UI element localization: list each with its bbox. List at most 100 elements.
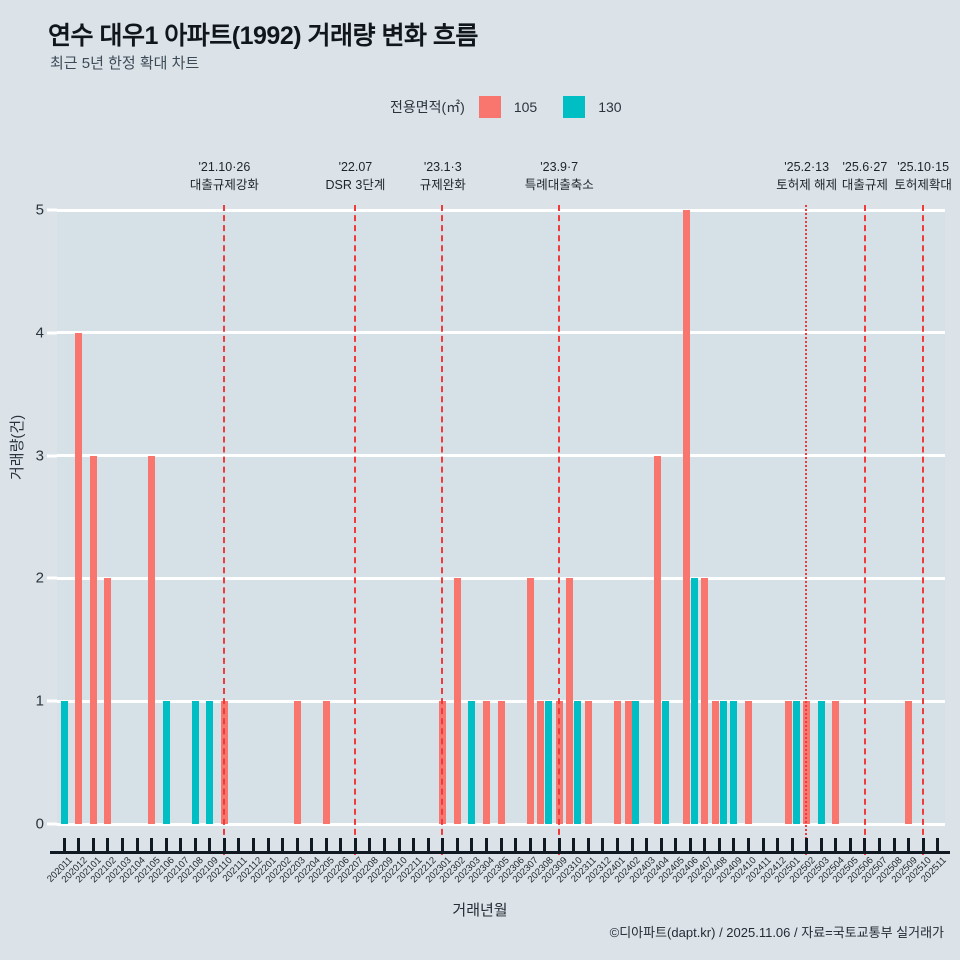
gridline xyxy=(57,576,945,580)
event-name: 토허제 해제 xyxy=(776,178,838,193)
x-tick-mark xyxy=(601,838,605,852)
x-tick-mark xyxy=(848,838,852,852)
event-line xyxy=(354,205,357,855)
x-tick-mark xyxy=(426,838,430,852)
event-name: 토허제확대 xyxy=(894,178,952,193)
legend-label-130: 130 xyxy=(598,99,622,115)
gridline xyxy=(57,454,945,458)
x-tick-mark xyxy=(630,838,634,852)
x-tick-mark xyxy=(645,838,649,852)
event-date: '23.9·7 xyxy=(540,160,579,174)
bar-105[interactable] xyxy=(653,455,661,824)
y-tick-label: 2 xyxy=(35,569,44,587)
x-tick-mark xyxy=(164,838,168,852)
x-tick-mark xyxy=(586,838,590,852)
bar-105[interactable] xyxy=(832,701,840,824)
bar-130[interactable] xyxy=(690,578,698,824)
x-tick-mark xyxy=(805,838,809,852)
gridline xyxy=(57,331,945,335)
x-tick-mark xyxy=(397,838,401,852)
y-tick-mark xyxy=(47,208,57,212)
bar-105[interactable] xyxy=(682,210,690,824)
legend-swatch-105[interactable] xyxy=(478,96,501,118)
y-tick-mark xyxy=(47,331,57,335)
page-subtitle: 최근 5년 한정 확대 차트 xyxy=(50,55,200,72)
event-name: 대출규제강화 xyxy=(189,178,259,193)
bar-105[interactable] xyxy=(497,701,505,824)
event-line xyxy=(441,205,444,855)
x-tick-mark xyxy=(834,838,838,852)
bar-105[interactable] xyxy=(453,578,461,824)
y-tick-label: 0 xyxy=(35,815,44,833)
chart-legend: 전용면적(㎡) 105 130 xyxy=(390,96,648,118)
bar-130[interactable] xyxy=(661,701,669,824)
bar-105[interactable] xyxy=(711,701,719,824)
bar-105[interactable] xyxy=(293,701,301,824)
bar-130[interactable] xyxy=(730,701,738,824)
x-tick-mark xyxy=(339,838,343,852)
x-tick-mark xyxy=(776,838,780,852)
bar-105[interactable] xyxy=(701,578,709,824)
x-tick-mark xyxy=(179,838,183,852)
event-date: '23.1·3 xyxy=(423,160,462,174)
bar-105[interactable] xyxy=(526,578,534,824)
x-tick-mark xyxy=(455,838,459,852)
bar-130[interactable] xyxy=(60,701,68,824)
bar-105[interactable] xyxy=(566,578,574,824)
event-name: DSR 3단계 xyxy=(325,178,386,193)
bar-105[interactable] xyxy=(744,701,752,824)
event-annotation: '21.10·26 대출규제강화 xyxy=(164,158,284,194)
x-tick-mark xyxy=(688,838,692,852)
x-tick-mark xyxy=(907,838,911,852)
bar-105[interactable] xyxy=(784,701,792,824)
y-tick-mark xyxy=(47,576,57,580)
plot-area xyxy=(57,208,945,826)
bar-105[interactable] xyxy=(584,701,592,824)
x-axis-line xyxy=(50,851,950,854)
bar-105[interactable] xyxy=(322,701,330,824)
bar-130[interactable] xyxy=(545,701,553,824)
bar-105[interactable] xyxy=(537,701,545,824)
bar-130[interactable] xyxy=(191,701,199,824)
event-name: 규제완화 xyxy=(419,178,466,193)
bar-130[interactable] xyxy=(162,701,170,824)
event-line xyxy=(223,205,226,855)
event-annotation: '23.1·3 규제완화 xyxy=(383,158,503,194)
x-tick-mark xyxy=(659,838,663,852)
bar-130[interactable] xyxy=(632,701,640,824)
bar-105[interactable] xyxy=(905,701,913,824)
x-tick-mark xyxy=(877,838,881,852)
bar-130[interactable] xyxy=(719,701,727,824)
legend-swatch-130[interactable] xyxy=(563,96,586,118)
bar-105[interactable] xyxy=(148,455,156,824)
bar-105[interactable] xyxy=(482,701,490,824)
bar-105[interactable] xyxy=(104,578,112,824)
event-date: '22.07 xyxy=(338,160,373,174)
event-date: '25.6·27 xyxy=(842,160,888,174)
bar-105[interactable] xyxy=(75,332,83,824)
y-axis-label: 거래량(건) xyxy=(9,414,26,480)
bar-130[interactable] xyxy=(468,701,476,824)
gridline xyxy=(57,699,945,703)
x-tick-mark xyxy=(921,838,925,852)
event-name: 특례대출축소 xyxy=(524,178,594,193)
x-tick-mark xyxy=(324,838,328,852)
bar-105[interactable] xyxy=(624,701,632,824)
bar-105[interactable] xyxy=(613,701,621,824)
bar-130[interactable] xyxy=(574,701,582,824)
bar-130[interactable] xyxy=(206,701,214,824)
x-tick-mark xyxy=(674,838,678,852)
x-tick-mark xyxy=(353,838,357,852)
x-tick-mark xyxy=(543,838,547,852)
x-tick-mark xyxy=(106,838,110,852)
event-date: '25.2·13 xyxy=(784,160,830,174)
bar-105[interactable] xyxy=(89,455,97,824)
event-name: 대출규제 xyxy=(841,178,888,193)
bar-130[interactable] xyxy=(817,701,825,824)
y-tick-mark xyxy=(47,699,57,703)
x-tick-mark xyxy=(412,838,416,852)
x-tick-mark xyxy=(237,838,241,852)
x-tick-mark xyxy=(892,838,896,852)
bar-130[interactable] xyxy=(792,701,800,824)
